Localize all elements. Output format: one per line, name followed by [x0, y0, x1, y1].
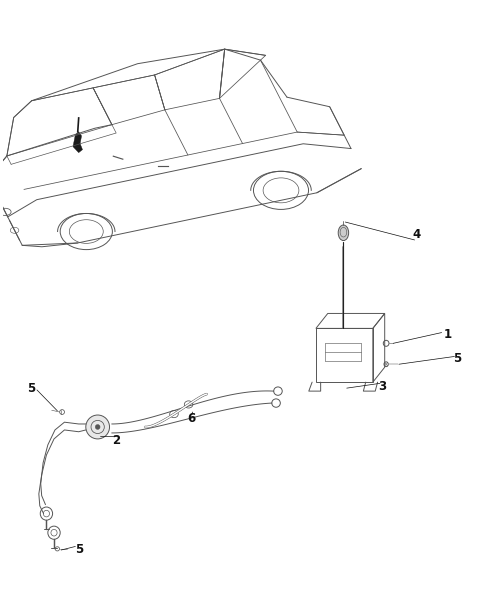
Polygon shape — [73, 131, 83, 153]
Text: 5: 5 — [453, 352, 461, 365]
Text: 2: 2 — [112, 434, 120, 447]
Text: 6: 6 — [188, 411, 196, 425]
Text: 4: 4 — [412, 228, 420, 241]
Text: 1: 1 — [444, 328, 452, 341]
Ellipse shape — [338, 225, 348, 241]
Ellipse shape — [96, 425, 100, 429]
Text: 5: 5 — [27, 382, 36, 394]
Ellipse shape — [86, 415, 109, 439]
Text: 3: 3 — [378, 380, 386, 393]
Text: 5: 5 — [74, 543, 83, 556]
